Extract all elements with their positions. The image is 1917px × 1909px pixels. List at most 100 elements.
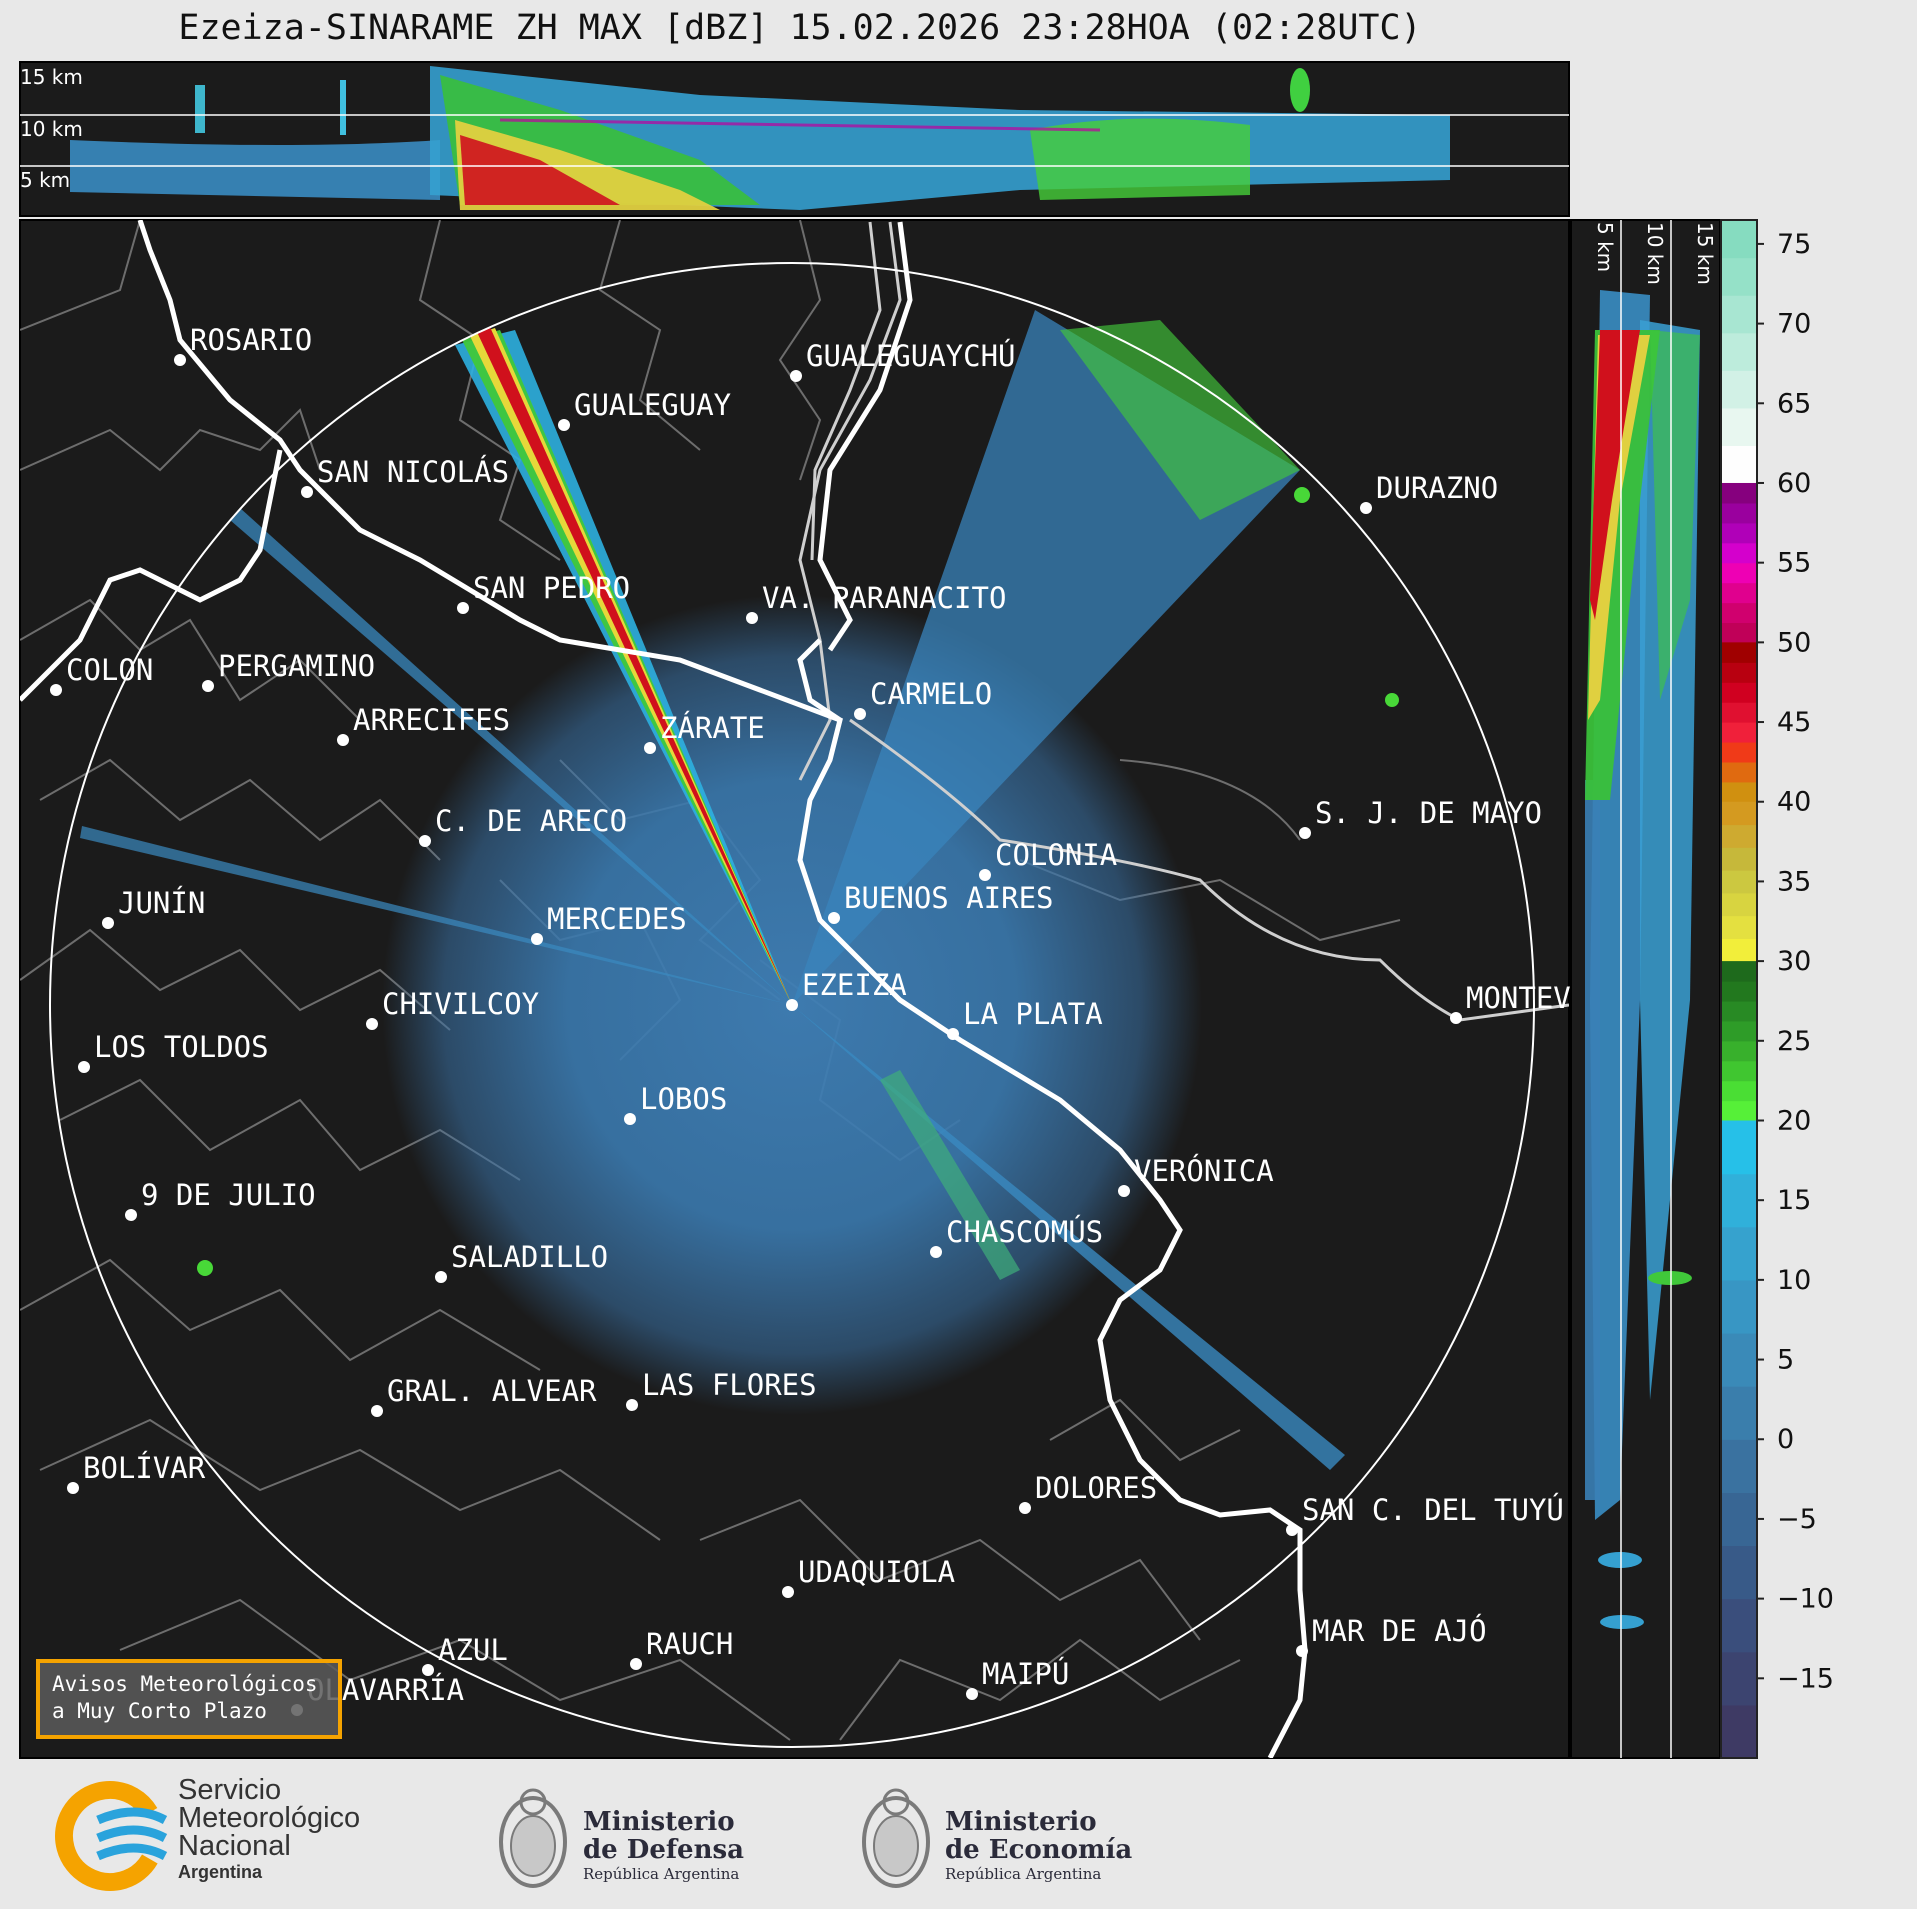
city-san-pedro: SAN PEDRO	[457, 571, 630, 614]
colorbar-swatch	[1721, 370, 1757, 409]
side-km-label: 10 km	[1643, 222, 1667, 285]
city-durazno: DURAZNO	[1360, 471, 1498, 514]
colorbar-swatch	[1721, 445, 1757, 484]
colorbar-tick-label: 55	[1777, 548, 1811, 579]
range-ring	[49, 262, 1535, 1748]
defensa-line1: Ministerio	[583, 1807, 735, 1837]
top-km-label: 10 km	[20, 117, 83, 141]
colorbar-swatch	[1721, 602, 1757, 624]
city-label: LOBOS	[640, 1082, 727, 1116]
city-azul: AZUL	[422, 1633, 508, 1676]
colorbar-tick-label: 10	[1777, 1265, 1811, 1296]
smn-logo-icon	[55, 1781, 168, 1891]
city-label: MERCEDES	[547, 902, 687, 936]
city-ezeiza: EZEIZA	[786, 968, 907, 1011]
city-mercedes: MERCEDES	[531, 902, 687, 945]
colorbar-swatch	[1721, 1060, 1757, 1082]
city-san-c-del-tuyu: SAN C. DEL TUYÚ	[1286, 1493, 1564, 1536]
colorbar-tick-label: 30	[1777, 946, 1811, 977]
colorbar-swatch	[1721, 1704, 1757, 1759]
logo-graphics	[55, 1781, 930, 1891]
city-label: LOS TOLDOS	[94, 1030, 269, 1064]
city-label: MAIPÚ	[982, 1657, 1069, 1691]
city-saladillo: SALADILLO	[435, 1240, 608, 1283]
city-chascomus: CHASCOMÚS	[930, 1215, 1103, 1258]
side-km-label: 15 km	[1693, 222, 1717, 285]
city-montevideo: MONTEV	[1450, 981, 1571, 1024]
colorbar-swatch	[1721, 892, 1757, 917]
city-label: LA PLATA	[963, 997, 1103, 1031]
colorbar-tick-label: 0	[1777, 1424, 1794, 1455]
city-label: BUENOS AIRES	[844, 881, 1054, 915]
colorbar-swatch	[1721, 1226, 1757, 1281]
colorbar-tick-label: 70	[1777, 309, 1811, 340]
colorbar-frame	[1720, 219, 1758, 1759]
city-gualeguaychu: GUALEGUAYCHÚ	[790, 339, 1016, 382]
city-va-paranacito: VA. PARANACITO	[746, 581, 1006, 624]
colorbar-swatch	[1721, 407, 1757, 447]
city-markers: ROSARIO GUALEGUAYCHÚ GUALEGUAY SAN NICOL…	[50, 323, 1571, 1716]
city-s-j-de-mayo: S. J. DE MAYO	[1299, 796, 1542, 839]
top-km-label: 5 km	[20, 168, 70, 192]
top-height-profile: 15 km 10 km 5 km	[19, 61, 1570, 217]
city-colon: COLON	[50, 653, 153, 696]
city-label: MAR DE AJÓ	[1312, 1614, 1487, 1648]
rivers	[798, 221, 1569, 1022]
city-label: VA. PARANACITO	[762, 581, 1006, 615]
city-dolores: DOLORES	[1019, 1471, 1157, 1514]
colorbar-tick-label: 40	[1777, 787, 1811, 818]
city-carmelo: CARMELO	[854, 677, 992, 720]
defensa-line2: de Defensa	[583, 1835, 744, 1865]
colorbar-swatch	[1721, 682, 1757, 703]
colorbar-swatch	[1721, 1080, 1757, 1102]
colorbar-swatch	[1721, 722, 1757, 743]
avisos-button[interactable]: Avisos Meteorológicos a Muy Corto Plazo	[36, 1659, 342, 1739]
colorbar-tick-label: 25	[1777, 1026, 1811, 1057]
city-label: SALADILLO	[451, 1240, 608, 1274]
colorbar-swatch	[1721, 781, 1757, 803]
colorbar-swatch	[1721, 522, 1757, 544]
colorbar-swatch	[1721, 562, 1757, 584]
economia-shield-icon	[862, 1788, 930, 1888]
colorbar-tick-label: 65	[1777, 388, 1811, 419]
defensa-shield-icon	[499, 1788, 567, 1888]
colorbar-swatch	[1721, 1492, 1757, 1547]
city-label: MONTEV	[1466, 981, 1571, 1015]
city-maipu: MAIPÚ	[966, 1657, 1069, 1700]
colorbar-swatch	[1721, 662, 1757, 683]
city-las-flores: LAS FLORES	[626, 1368, 817, 1411]
city-rauch: RAUCH	[630, 1627, 733, 1670]
city-junin: JUNÍN	[102, 886, 205, 929]
city-zarate: ZÁRATE	[644, 711, 765, 754]
colorbar-swatch	[1721, 741, 1757, 763]
city-label: EZEIZA	[802, 968, 907, 1002]
city-label: CHASCOMÚS	[946, 1215, 1103, 1249]
colorbar-swatch	[1721, 582, 1757, 604]
colorbar-tick-label: 5	[1777, 1345, 1794, 1376]
colorbar-swatch	[1721, 1651, 1757, 1706]
colorbar-swatch	[1721, 761, 1757, 783]
smn-line4: Argentina	[178, 1862, 263, 1882]
city-mar-de-ajo: MAR DE AJÓ	[1296, 1614, 1487, 1657]
colorbar-swatch	[1721, 482, 1757, 504]
colorbar-tick-label: 50	[1777, 627, 1811, 658]
city-label: COLON	[66, 653, 153, 687]
colorbar-swatch	[1721, 542, 1757, 564]
city-label: UDAQUIOLA	[798, 1555, 955, 1589]
colorbar-swatch	[1721, 502, 1757, 524]
smn-line2: Meteorológico	[178, 1802, 361, 1834]
city-chivilcoy: CHIVILCOY	[366, 987, 539, 1030]
avisos-line1: Avisos Meteorológicos	[52, 1672, 318, 1696]
city-bolivar: BOLÍVAR	[67, 1451, 206, 1494]
colorbar-swatch	[1721, 1332, 1757, 1387]
city-label: ZÁRATE	[660, 711, 765, 745]
colorbar-tick-label: 35	[1777, 866, 1811, 897]
colorbar-swatch	[1721, 1545, 1757, 1600]
top-km-label: 15 km	[20, 65, 83, 89]
city-gualeguay: GUALEGUAY	[558, 388, 731, 431]
colorbar-swatch	[1721, 847, 1757, 871]
city-arrecifes: ARRECIFES	[337, 703, 510, 746]
colorbar-tick-label: −10	[1777, 1584, 1834, 1615]
colorbar-tick-label: 45	[1777, 707, 1811, 738]
